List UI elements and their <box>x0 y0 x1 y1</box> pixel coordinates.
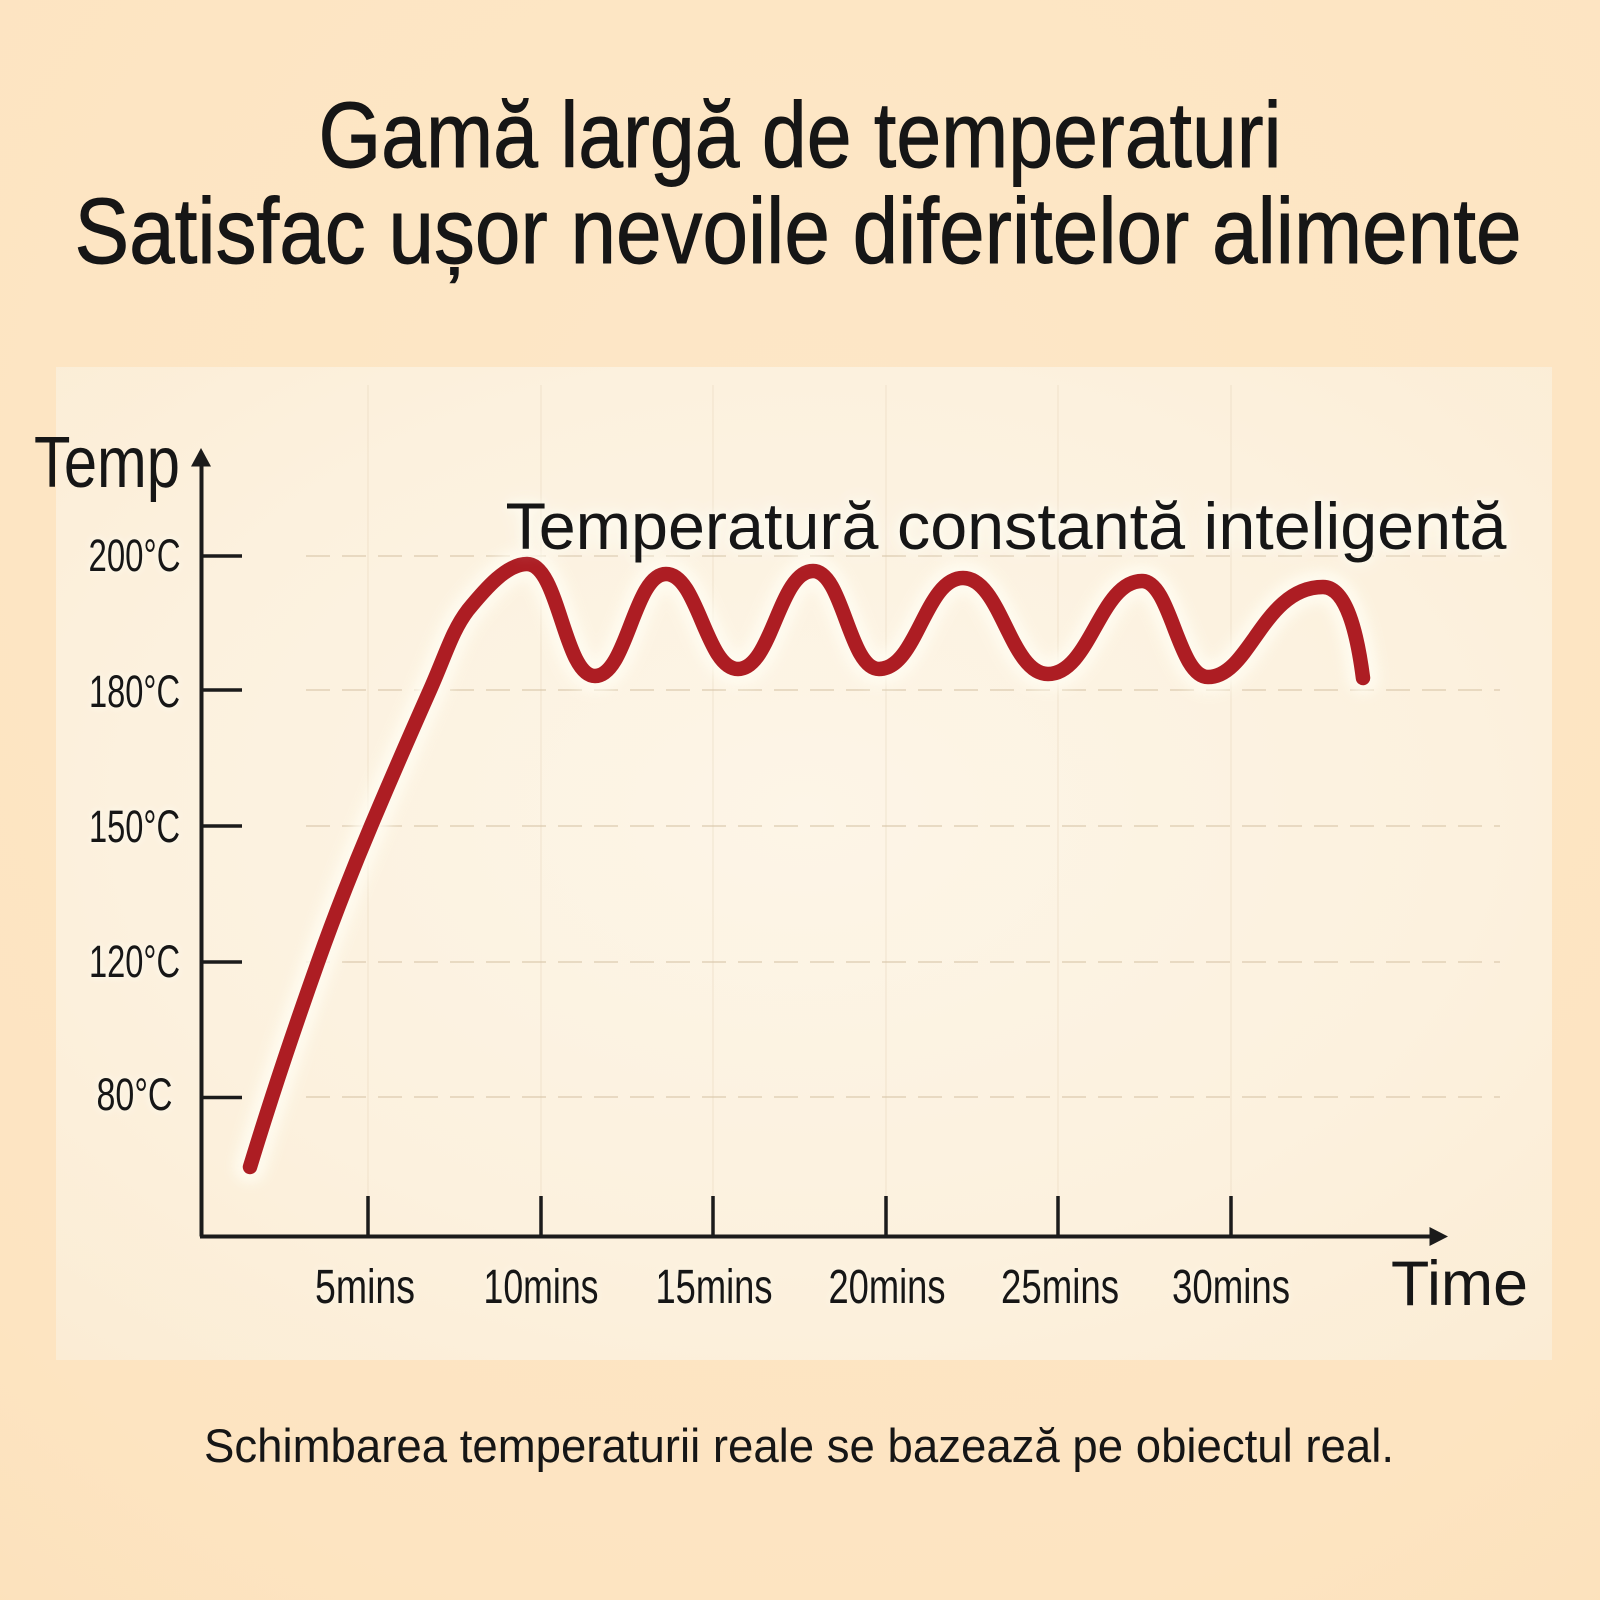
svg-text:120°C: 120°C <box>89 936 180 987</box>
svg-text:Gamă largă de temperaturi: Gamă largă de temperaturi <box>319 83 1282 187</box>
svg-text:180°C: 180°C <box>89 666 180 717</box>
svg-text:30mins: 30mins <box>1172 1261 1290 1314</box>
svg-text:80°C: 80°C <box>97 1069 173 1120</box>
svg-text:200°C: 200°C <box>89 530 181 581</box>
svg-text:Satisfac ușor nevoile diferite: Satisfac ușor nevoile diferitelor alimen… <box>75 179 1522 283</box>
svg-text:15mins: 15mins <box>656 1261 773 1314</box>
svg-text:10mins: 10mins <box>484 1261 599 1314</box>
svg-text:Schimbarea temperaturii reale: Schimbarea temperaturii reale se bazează… <box>204 1419 1394 1472</box>
svg-text:Temperatură constantă intelige: Temperatură constantă inteligentă <box>506 489 1507 563</box>
svg-text:150°C: 150°C <box>89 801 180 852</box>
svg-text:5mins: 5mins <box>315 1261 415 1314</box>
svg-text:Temp: Temp <box>34 423 180 503</box>
svg-text:Time: Time <box>1391 1249 1528 1319</box>
svg-text:25mins: 25mins <box>1001 1261 1119 1314</box>
svg-text:20mins: 20mins <box>829 1261 946 1314</box>
